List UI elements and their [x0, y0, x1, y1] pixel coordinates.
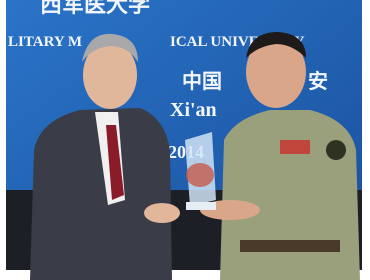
- trophy: [185, 132, 216, 210]
- banner-chinese-title: 西军医大学: [40, 0, 150, 17]
- photo: 西军医大学 LITARY M ICAL UNIVERSITY 中国 安 Xi'a…: [0, 0, 370, 280]
- banner-city-chinese-2: 安: [308, 69, 328, 93]
- banner-city-chinese: 中国: [182, 69, 222, 93]
- banner-english-title: LITARY M: [8, 34, 82, 50]
- banner-city-pinyin: Xi'an: [170, 99, 217, 121]
